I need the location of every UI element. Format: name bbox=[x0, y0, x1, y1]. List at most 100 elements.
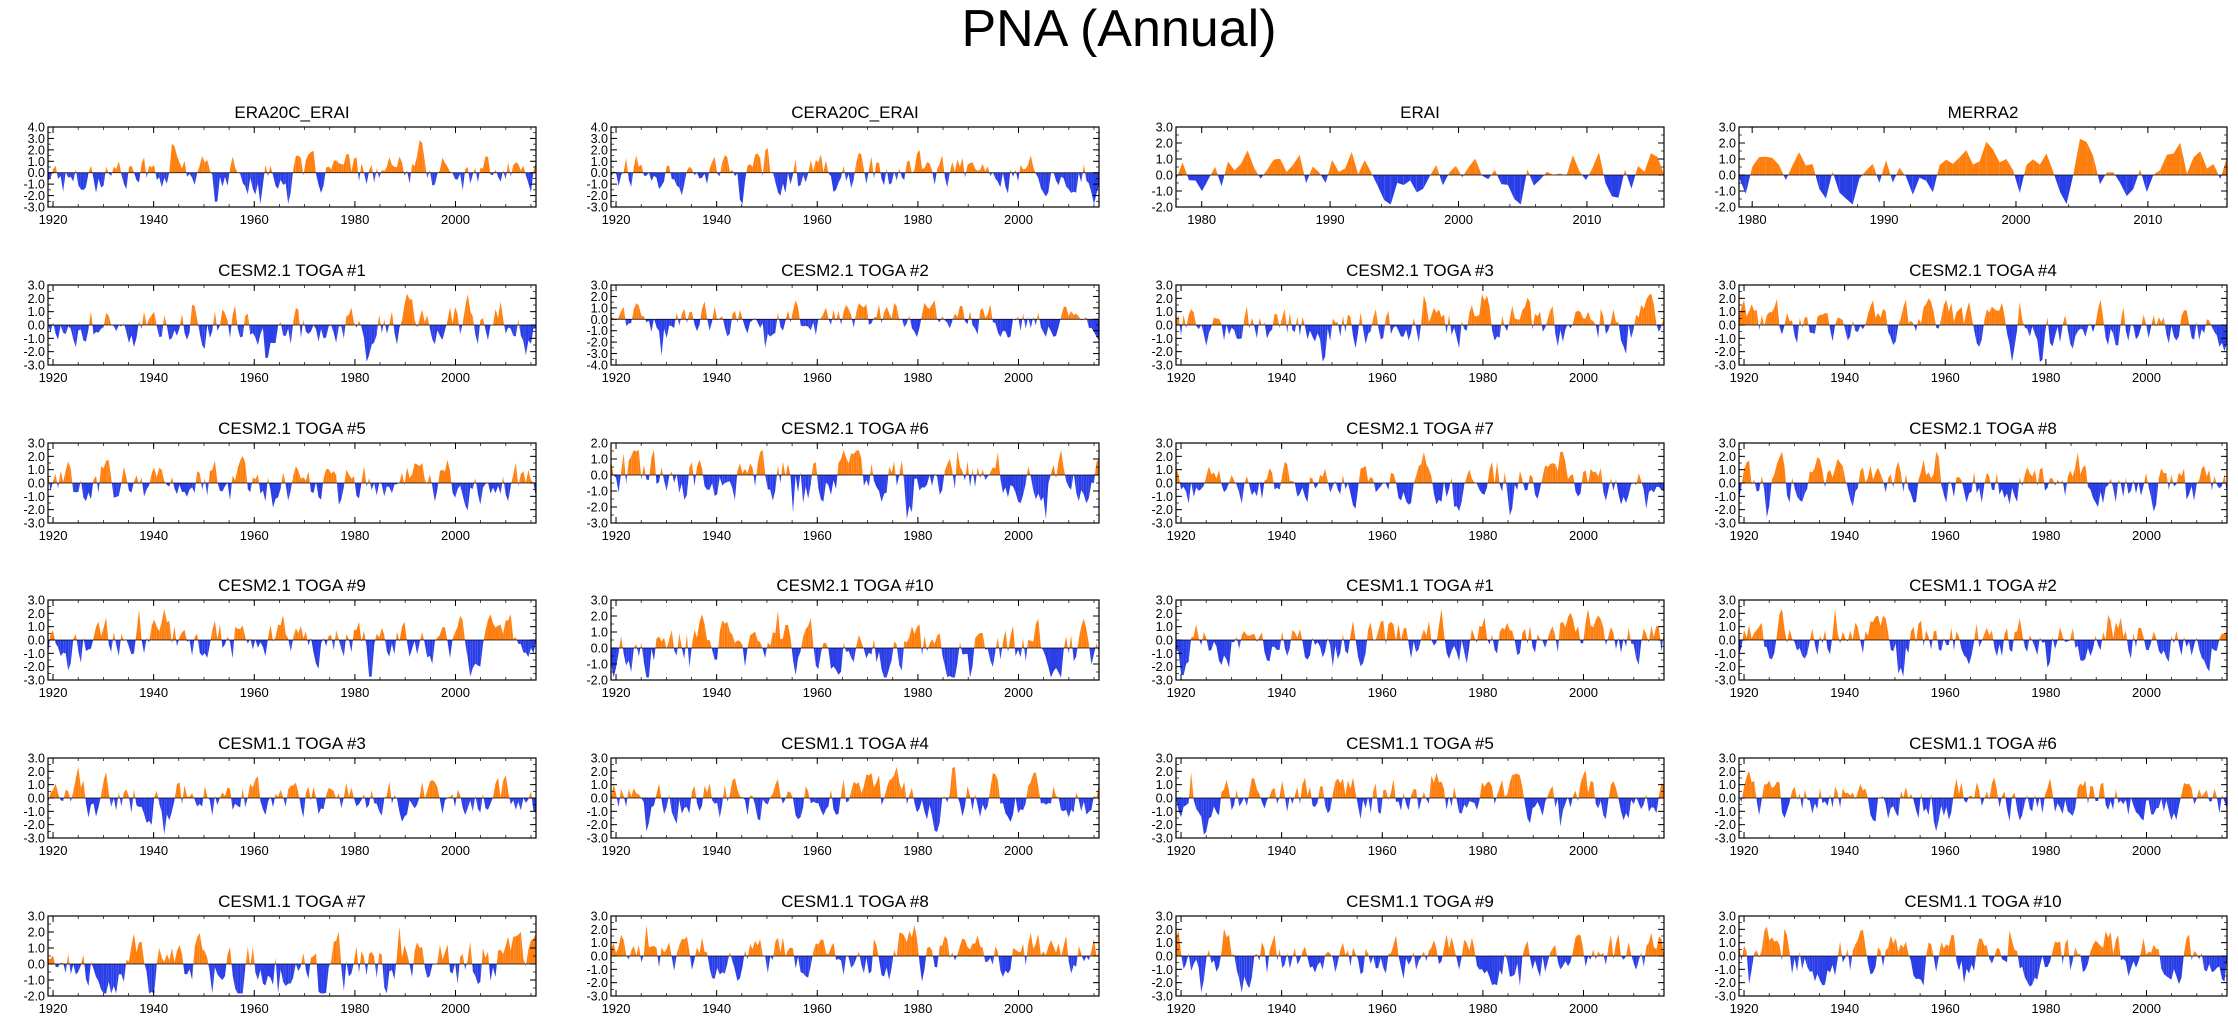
area-segment bbox=[146, 318, 150, 325]
area-segment bbox=[229, 168, 231, 173]
area-segment bbox=[1071, 311, 1074, 320]
area-segment bbox=[616, 475, 619, 493]
area-segment bbox=[2029, 473, 2033, 483]
area-segment bbox=[60, 172, 64, 192]
area-segment bbox=[1494, 325, 1498, 341]
area-segment bbox=[2026, 159, 2034, 175]
area-segment bbox=[2085, 325, 2088, 337]
area-segment bbox=[1091, 475, 1094, 483]
area-segment bbox=[65, 461, 69, 483]
area-segment bbox=[156, 626, 160, 640]
area-segment bbox=[78, 640, 81, 663]
area-segment bbox=[1822, 313, 1825, 325]
area-segment bbox=[1846, 483, 1848, 489]
panel-7: CESM2.1 TOGA #33.02.01.00.0-1.0-2.0-3.01… bbox=[1151, 261, 1665, 385]
area-segment bbox=[396, 631, 400, 640]
area-segment bbox=[782, 461, 786, 475]
area-segment bbox=[1582, 175, 1586, 181]
area-segment bbox=[1053, 648, 1057, 672]
area-segment bbox=[1852, 175, 1860, 205]
area-segment bbox=[1972, 161, 1980, 175]
area-segment bbox=[1213, 317, 1217, 325]
area-segment bbox=[1279, 325, 1281, 329]
area-segment bbox=[267, 172, 268, 177]
area-segment bbox=[151, 467, 155, 483]
area-segment bbox=[357, 320, 360, 325]
area-segment bbox=[714, 156, 718, 173]
area-segment bbox=[823, 475, 826, 502]
area-segment bbox=[881, 172, 885, 186]
area-segment bbox=[909, 315, 911, 320]
area-segment bbox=[820, 648, 823, 654]
area-segment bbox=[1501, 315, 1503, 325]
area-segment bbox=[1998, 483, 2000, 495]
area-segment bbox=[1509, 483, 1513, 516]
area-segment bbox=[1060, 316, 1062, 320]
area-segment bbox=[2106, 172, 2114, 175]
area-segment bbox=[1986, 472, 1990, 483]
area-segment bbox=[846, 172, 849, 181]
area-segment bbox=[416, 325, 418, 328]
area-segment bbox=[686, 633, 688, 648]
area-segment bbox=[101, 466, 104, 483]
y-tick-label: -3.0 bbox=[586, 517, 608, 531]
area-segment bbox=[2206, 164, 2214, 175]
area-segment bbox=[1216, 470, 1219, 483]
area-segment bbox=[417, 325, 418, 328]
area-segment bbox=[1466, 325, 1468, 331]
area-segment bbox=[460, 483, 463, 496]
area-segment bbox=[2098, 299, 2101, 325]
area-segment bbox=[182, 314, 184, 325]
area-segment bbox=[666, 475, 670, 491]
area-segment bbox=[1794, 325, 1798, 343]
area-segment bbox=[968, 311, 971, 320]
area-segment bbox=[2019, 477, 2022, 483]
area-segment bbox=[138, 321, 140, 325]
area-segment bbox=[932, 300, 935, 320]
area-segment bbox=[1088, 475, 1092, 498]
area-segment bbox=[1188, 309, 1192, 325]
area-segment bbox=[487, 156, 491, 173]
area-segment bbox=[2052, 478, 2055, 483]
area-segment bbox=[386, 157, 390, 173]
area-segment bbox=[651, 319, 654, 332]
area-segment bbox=[1280, 317, 1283, 325]
area-segment bbox=[628, 319, 632, 324]
area-segment bbox=[57, 483, 59, 489]
area-segment bbox=[452, 306, 456, 325]
area-segment bbox=[712, 156, 715, 173]
area-segment bbox=[1774, 463, 1777, 483]
area-segment bbox=[305, 325, 309, 334]
area-segment bbox=[1274, 640, 1278, 651]
area-segment bbox=[75, 168, 77, 173]
area-segment bbox=[1342, 633, 1343, 640]
area-segment bbox=[1779, 451, 1782, 483]
y-tick-label: -1.0 bbox=[23, 178, 45, 192]
area-segment bbox=[1545, 465, 1548, 483]
area-segment bbox=[939, 155, 943, 173]
area-segment bbox=[2130, 483, 2133, 491]
area-segment bbox=[911, 626, 915, 648]
y-tick-label: 4.0 bbox=[28, 121, 45, 135]
area-segment bbox=[96, 172, 99, 194]
area-segment bbox=[2017, 483, 2020, 502]
area-segment bbox=[343, 325, 346, 339]
area-segment bbox=[1344, 483, 1346, 490]
area-segment bbox=[1972, 471, 1975, 483]
area-segment bbox=[1380, 620, 1384, 640]
area-segment bbox=[381, 627, 385, 640]
area-segment bbox=[85, 483, 89, 502]
area-segment bbox=[2176, 325, 2179, 341]
area-segment bbox=[237, 628, 241, 640]
area-segment bbox=[702, 614, 705, 648]
area-segment bbox=[2110, 478, 2112, 483]
area-segment bbox=[1487, 483, 1488, 488]
area-segment bbox=[1088, 643, 1090, 648]
area-segment bbox=[1583, 318, 1586, 325]
area-segment bbox=[252, 640, 256, 650]
y-tick-label: -1.0 bbox=[1151, 185, 1173, 199]
area-segment bbox=[361, 163, 364, 173]
area-segment bbox=[868, 156, 872, 173]
area-segment bbox=[305, 631, 308, 640]
area-segment bbox=[1964, 310, 1967, 325]
